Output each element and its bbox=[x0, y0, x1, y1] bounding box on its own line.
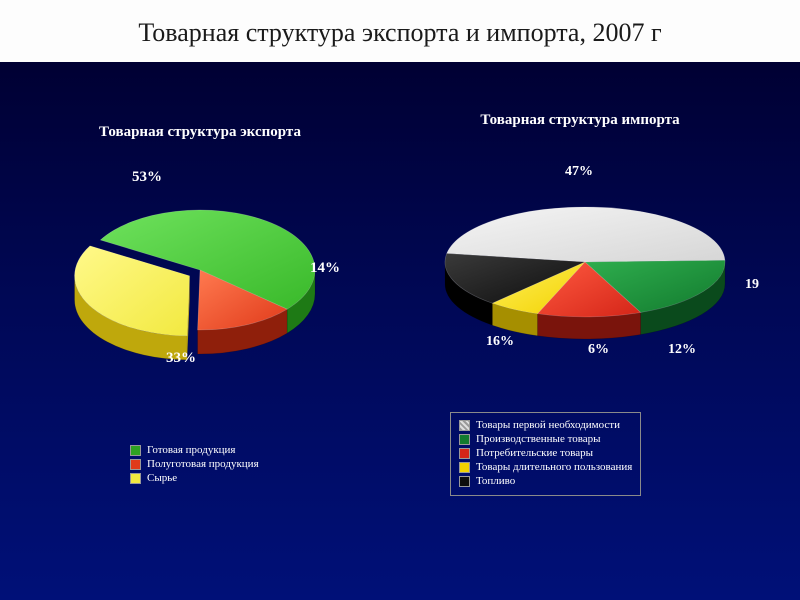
legend-item: Товары первой необходимости bbox=[459, 419, 632, 431]
legend-swatch bbox=[130, 445, 141, 456]
pct-label: 33% bbox=[166, 350, 196, 367]
legend-text: Готовая продукция bbox=[147, 444, 236, 456]
legend-item: Полуготовая продукция bbox=[130, 458, 259, 470]
page-title: Товарная структура экспорта и импорта, 2… bbox=[20, 18, 780, 48]
pct-label: 12% bbox=[668, 342, 696, 358]
pct-label: 14% bbox=[310, 260, 340, 277]
legend-text: Полуготовая продукция bbox=[147, 458, 259, 470]
legend-swatch bbox=[130, 459, 141, 470]
legend-swatch bbox=[459, 448, 470, 459]
legend-text: Топливо bbox=[476, 475, 515, 487]
legend-text: Потребительские товары bbox=[476, 447, 593, 459]
legend-swatch bbox=[459, 434, 470, 445]
legend-swatch bbox=[459, 476, 470, 487]
pct-label: 6% bbox=[588, 342, 609, 358]
legend-text: Товары длительного пользования bbox=[476, 461, 632, 473]
legend-text: Товары первой необходимости bbox=[476, 419, 620, 431]
import-chart: Товарная структура импорта 47%1912%6%16%… bbox=[400, 62, 800, 600]
legend-swatch bbox=[130, 473, 141, 484]
export-legend: Готовая продукция Полуготовая продукция Сы… bbox=[130, 442, 259, 486]
legend-item: Топливо bbox=[459, 475, 632, 487]
pct-label: 16% bbox=[486, 334, 514, 350]
pct-label: 53% bbox=[132, 169, 162, 186]
legend-item: Сырье bbox=[130, 472, 259, 484]
pct-label: 47% bbox=[565, 164, 593, 180]
legend-text: Производственные товары bbox=[476, 433, 601, 445]
legend-swatch bbox=[459, 420, 470, 431]
legend-swatch bbox=[459, 462, 470, 473]
page-title-bar: Товарная структура экспорта и импорта, 2… bbox=[0, 0, 800, 62]
legend-item: Готовая продукция bbox=[130, 444, 259, 456]
legend-item: Потребительские товары bbox=[459, 447, 632, 459]
import-legend: Товары первой необходимости Производствен… bbox=[450, 412, 641, 496]
legend-text: Сырье bbox=[147, 472, 177, 484]
pct-label: 19 bbox=[745, 277, 759, 293]
export-chart: Товарная структура экспорта 53%14%33% Го… bbox=[0, 62, 400, 600]
slide-background: Товарная структура экспорта 53%14%33% Го… bbox=[0, 62, 800, 600]
legend-item: Товары длительного пользования bbox=[459, 461, 632, 473]
legend-item: Производственные товары bbox=[459, 433, 632, 445]
